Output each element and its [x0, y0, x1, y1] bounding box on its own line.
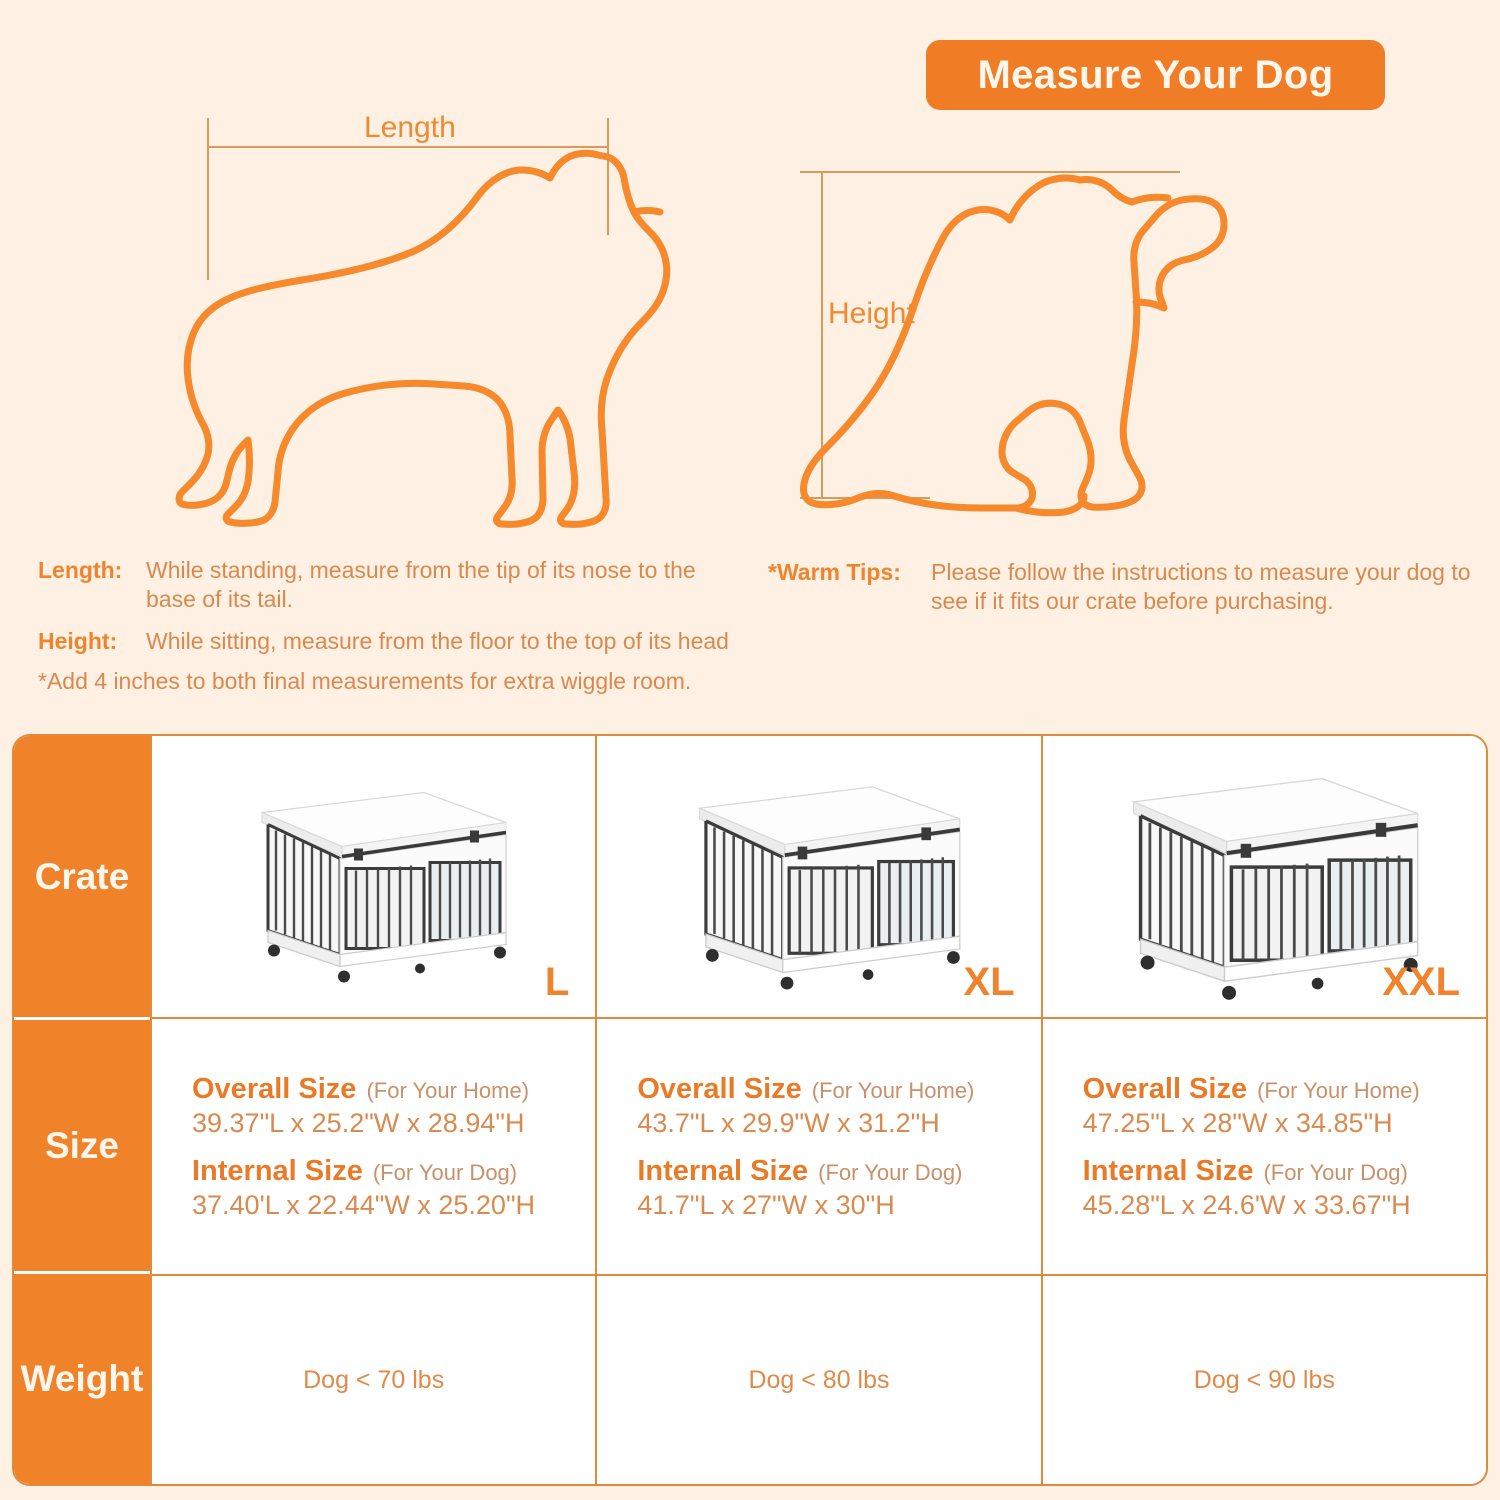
crate-cell-l: L [150, 736, 596, 1017]
internal-size-subtext: (For Your Dog) [818, 1159, 963, 1185]
internal-size-value-xl: 41.7"L x 27"W x 30"H [637, 1189, 895, 1220]
size-cell-xxl: Overall Size (For Your Home) 47.25"L x 2… [1040, 1017, 1486, 1274]
row-header-weight: Weight [14, 1274, 150, 1484]
size-cell-xl: Overall Size (For Your Home) 43.7"L x 29… [595, 1017, 1041, 1274]
internal-size-subtext: (For Your Dog) [372, 1159, 518, 1185]
warm-tips-row: *Warm Tips: Please follow the instructio… [768, 558, 1480, 617]
weight-value-xl: Dog < 80 lbs [748, 1365, 890, 1394]
overall-size-value-l: 39.37"L x 25.2"W x 28.94"H [192, 1107, 525, 1138]
internal-size-heading: Internal Size [637, 1154, 809, 1187]
dog-sitting-outline-icon [800, 171, 1228, 517]
size-tag-l: L [544, 960, 570, 1004]
size-tag-xxl: XXL [1382, 960, 1460, 1004]
row-header-crate: Crate [14, 736, 150, 1017]
row-header-size: Size [14, 1017, 150, 1274]
size-cell-l: Overall Size (For Your Home) 39.37"L x 2… [150, 1017, 596, 1274]
overall-size-heading: Overall Size [637, 1072, 802, 1105]
overall-size-subtext: (For Your Home) [811, 1077, 975, 1103]
row-header-crate-label: Crate [34, 855, 130, 897]
dog-standing-outline-icon [175, 118, 671, 528]
height-dimension-label: Height [828, 297, 915, 330]
dog-crate-furniture-icon [697, 785, 961, 990]
wiggle-room-footnote: *Add 4 inches to both final measurements… [38, 668, 692, 695]
internal-size-subtext: (For Your Dog) [1263, 1159, 1408, 1185]
crate-cell-xl: XL [595, 736, 1041, 1017]
weight-cell-l: Dog < 70 lbs [150, 1274, 596, 1484]
weight-cell-xl: Dog < 80 lbs [595, 1274, 1041, 1484]
length-instruction-text: While standing, measure from the tip of … [146, 557, 696, 613]
spec-table: Crate [12, 734, 1488, 1486]
standing-dog-diagram: Length [150, 100, 671, 530]
warm-tips-key: *Warm Tips: [768, 559, 901, 585]
dog-crate-furniture-icon [1131, 777, 1419, 1000]
weight-cell-xxl: Dog < 90 lbs [1040, 1274, 1486, 1484]
badge-title: Measure Your Dog [977, 52, 1334, 97]
height-instruction-row: Height: While sitting, measure from the … [38, 627, 738, 656]
height-instruction-text: While sitting, measure from the floor to… [146, 627, 729, 654]
row-header-size-label: Size [44, 1124, 120, 1166]
measurement-instructions: Length: While standing, measure from the… [38, 556, 738, 695]
overall-size-heading: Overall Size [192, 1072, 357, 1105]
weight-value-l: Dog < 70 lbs [303, 1365, 445, 1394]
overall-size-subtext: (For Your Home) [1257, 1077, 1420, 1103]
crate-cell-xxl: XXL [1040, 736, 1486, 1017]
length-instruction-row: Length: While standing, measure from the… [38, 556, 738, 615]
warm-tips-text: Please follow the instructions to measur… [931, 559, 1471, 615]
overall-size-subtext: (For Your Home) [366, 1077, 530, 1103]
overall-size-heading: Overall Size [1082, 1072, 1248, 1105]
length-dimension-label: Length [364, 111, 456, 144]
size-tag-xl: XL [963, 960, 1015, 1004]
height-instruction-key: Height: [38, 627, 118, 654]
length-measure-guide [207, 118, 609, 280]
dog-crate-furniture-icon [259, 791, 507, 982]
length-instruction-key: Length: [38, 557, 123, 583]
warm-tips-block: *Warm Tips: Please follow the instructio… [768, 558, 1480, 629]
measure-your-dog-badge: Measure Your Dog [926, 40, 1385, 110]
row-header-weight-label: Weight [20, 1358, 144, 1399]
overall-size-value-xl: 43.7"L x 29.9"W x 31.2"H [637, 1107, 940, 1138]
weight-value-xxl: Dog < 90 lbs [1193, 1365, 1335, 1394]
overall-size-value-xxl: 47.25"L x 28"W x 34.85"H [1082, 1107, 1393, 1138]
internal-size-value-xxl: 45.28"L x 24.6'W x 33.67"H [1082, 1189, 1411, 1220]
sitting-dog-diagram: Height [780, 150, 1300, 540]
internal-size-heading: Internal Size [1082, 1154, 1254, 1187]
internal-size-heading: Internal Size [192, 1154, 363, 1187]
internal-size-value-l: 37.40'L x 22.44"W x 25.20"H [192, 1189, 536, 1220]
